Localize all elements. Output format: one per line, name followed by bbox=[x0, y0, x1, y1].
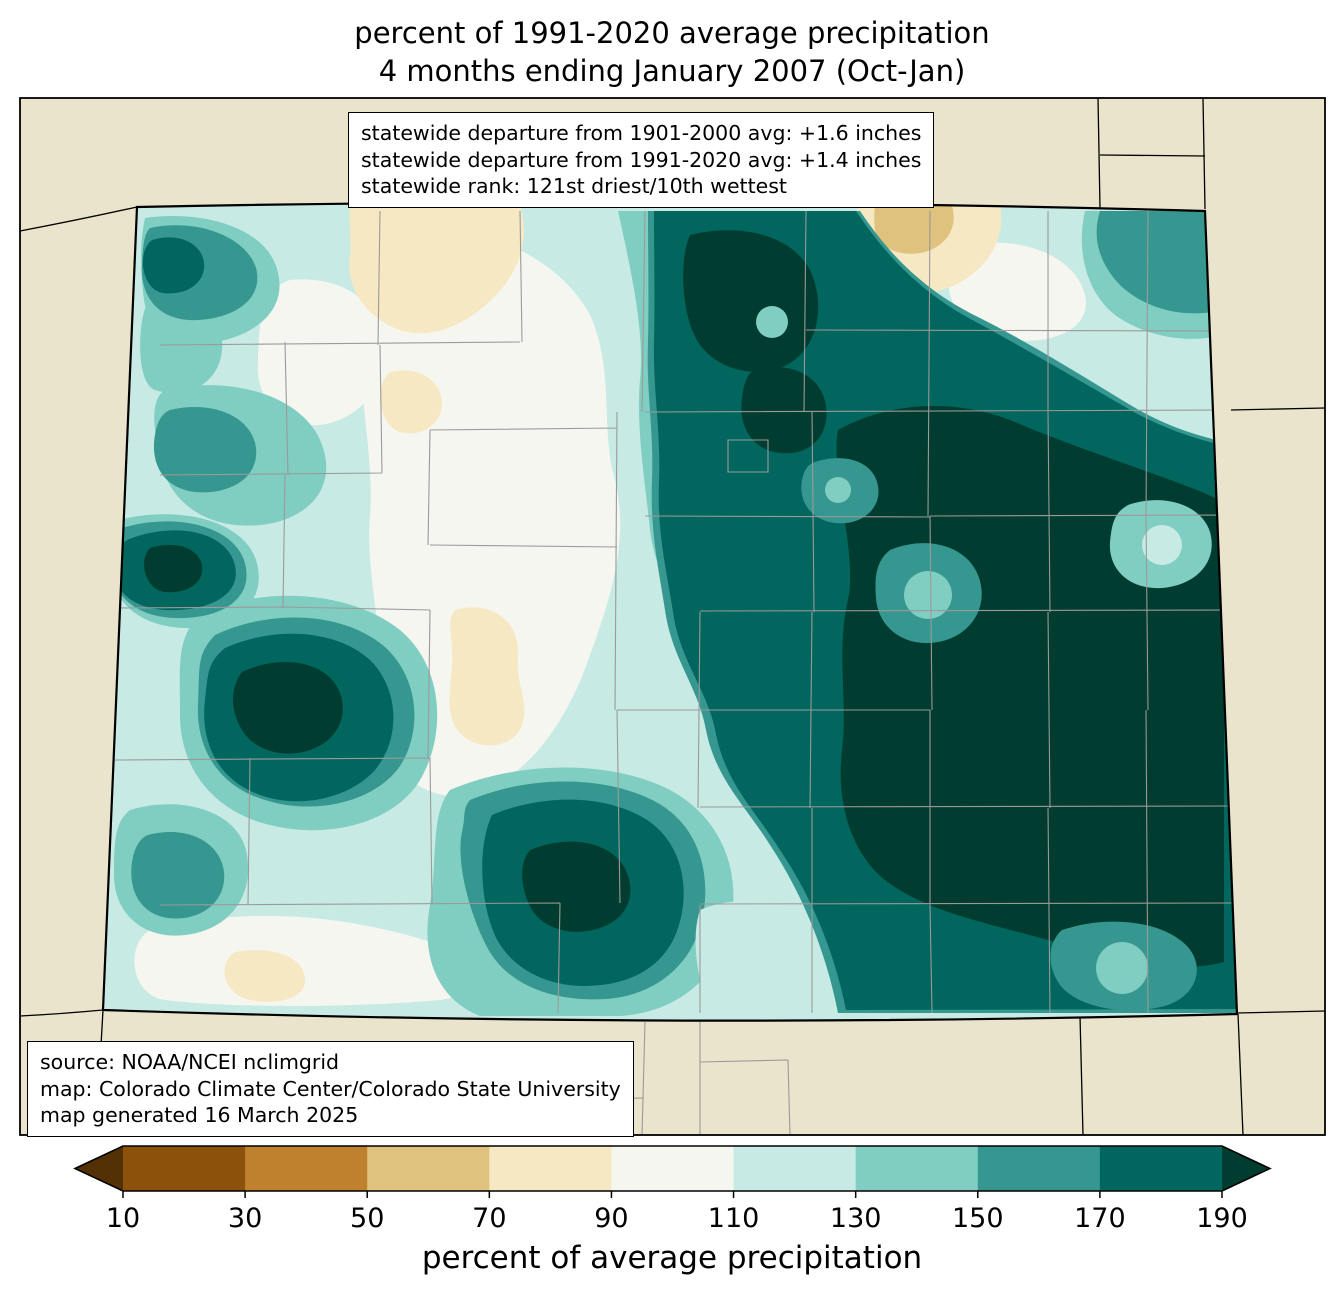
colorbar-tick-label: 130 bbox=[830, 1203, 882, 1234]
contour-region bbox=[233, 662, 343, 754]
contour-region bbox=[349, 206, 525, 334]
contour-region bbox=[224, 950, 305, 1002]
contour-region bbox=[358, 218, 621, 797]
stats-line-3: statewide rank: 121st driest/10th wettes… bbox=[361, 174, 787, 199]
contour-region bbox=[257, 279, 386, 426]
contour-region bbox=[1096, 942, 1148, 994]
colorbar-over-arrow bbox=[1222, 1146, 1270, 1191]
colorbar-segment bbox=[977, 1146, 1101, 1191]
contour-region bbox=[134, 915, 470, 1006]
colorbar-tick-label: 190 bbox=[1196, 1203, 1248, 1234]
contour-region bbox=[825, 477, 851, 503]
colorbar-tick-label: 170 bbox=[1074, 1203, 1126, 1234]
contour-region bbox=[836, 406, 1224, 967]
county-borders bbox=[111, 210, 1237, 1014]
source-attribution-box: source: NOAA/NCEI nclimgrid map: Colorad… bbox=[27, 1041, 634, 1137]
source-line-3: map generated 16 March 2025 bbox=[40, 1103, 359, 1128]
contour-region bbox=[379, 370, 443, 434]
colorbar-under-arrow bbox=[75, 1146, 123, 1191]
contour-region bbox=[874, 206, 954, 254]
contour-region bbox=[449, 607, 525, 746]
contour-region bbox=[756, 306, 788, 338]
colorado-fill-contours bbox=[103, 202, 1237, 1021]
contour-region bbox=[683, 230, 819, 372]
colorbar-tick-label: 10 bbox=[106, 1203, 140, 1234]
source-line-1: source: NOAA/NCEI nclimgrid bbox=[40, 1050, 340, 1074]
colorbar-segment bbox=[855, 1146, 979, 1191]
colorbar-segment bbox=[123, 1146, 246, 1191]
colorbar-segment bbox=[1099, 1146, 1223, 1191]
colorbar-tick-label: 50 bbox=[350, 1203, 384, 1234]
contour-region bbox=[904, 571, 952, 619]
source-line-2: map: Colorado Climate Center/Colorado St… bbox=[40, 1076, 621, 1101]
colorbar-tick-label: 110 bbox=[708, 1203, 760, 1234]
colorbar-tick-label: 30 bbox=[228, 1203, 262, 1234]
colorbar-segment bbox=[367, 1146, 491, 1191]
colorbar: 10 30 50 70 90 110 130 150 170 190 bbox=[73, 1145, 1272, 1234]
contour-region bbox=[741, 367, 827, 454]
colorbar-tick-label: 70 bbox=[472, 1203, 506, 1234]
contour-region bbox=[948, 242, 1086, 341]
contour-region bbox=[140, 299, 223, 394]
colorbar-segment bbox=[245, 1146, 368, 1191]
colorbar-axis-label: percent of average precipitation bbox=[421, 1240, 923, 1276]
contour-region bbox=[142, 237, 205, 294]
map-frame bbox=[19, 97, 1326, 1136]
contour-region bbox=[695, 901, 789, 1014]
contour-region bbox=[1142, 525, 1182, 565]
colorbar-segment bbox=[611, 1146, 735, 1191]
contour-region bbox=[522, 841, 631, 932]
contour-region bbox=[144, 544, 203, 593]
colorbar-tick-label: 90 bbox=[594, 1203, 628, 1234]
statewide-stats-box: statewide departure from 1901-2000 avg: … bbox=[348, 112, 935, 208]
colorbar-segment bbox=[733, 1146, 857, 1191]
stats-line-1: statewide departure from 1901-2000 avg: … bbox=[361, 121, 922, 145]
colorbar-tick-label: 150 bbox=[952, 1203, 1004, 1234]
stats-line-2: statewide departure from 1991-2020 avg: … bbox=[361, 147, 922, 172]
contour-region bbox=[131, 832, 225, 919]
contour-region bbox=[153, 407, 257, 493]
chart-title-line2: 4 months ending January 2007 (Oct-Jan) bbox=[378, 54, 966, 88]
colorbar-segment bbox=[489, 1146, 613, 1191]
chart-title-line1: percent of 1991-2020 average precipitati… bbox=[354, 16, 990, 50]
contour-region bbox=[1096, 211, 1237, 314]
